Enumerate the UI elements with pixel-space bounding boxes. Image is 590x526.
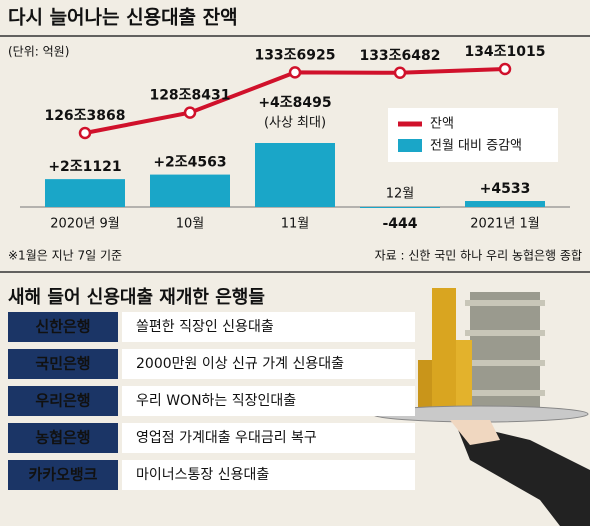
bank-name: 농협은행 [35, 429, 90, 447]
line-marker [288, 66, 302, 79]
money-stripe [465, 360, 545, 366]
legend-box [388, 108, 558, 162]
bar-value-label: +4533 [480, 181, 531, 197]
line-marker [78, 126, 92, 140]
chart-subtitle: (단위: 억원) [8, 45, 69, 59]
loan-desc: 우리 WON하는 직장인대출 [136, 393, 296, 409]
x-tick-label: 2020년 9월 [50, 217, 119, 232]
table-title: 새해 들어 신용대출 재개한 은행들 [8, 287, 265, 308]
money-stripe [465, 300, 545, 306]
bank-name: 국민은행 [35, 355, 90, 373]
arm [455, 422, 590, 526]
x-tick-label: 2021년 1월 [470, 217, 539, 232]
bar [360, 207, 440, 208]
desc-cell [122, 312, 415, 342]
bar-value-label: +2조4563 [153, 155, 226, 171]
desc-cell [122, 423, 415, 453]
source: 자료 : 신한 국민 하나 우리 농협은행 종합 [375, 248, 582, 263]
bar [45, 179, 125, 207]
line-value-label: 133조6482 [359, 48, 440, 64]
x-tick-label: 10월 [176, 217, 205, 232]
bank-name: 우리은행 [35, 392, 90, 410]
line-value-label: 128조8431 [149, 88, 230, 104]
bar-value-label: +2조1121 [48, 159, 121, 175]
coin-stack [456, 340, 472, 412]
coin-stack [418, 360, 432, 412]
line-marker [393, 66, 407, 80]
money-stripe [465, 330, 545, 336]
loan-desc: 마이너스통장 신용대출 [136, 467, 269, 483]
legend-swatch [398, 139, 422, 152]
bar-value-label: -444 [382, 216, 417, 232]
loan-desc: 영업점 가계대출 우대금리 복구 [136, 430, 317, 446]
money-stripe [465, 390, 545, 396]
hand [450, 420, 500, 445]
line-value-label: 133조6925 [254, 47, 335, 63]
line-value-label: 126조3868 [44, 108, 125, 124]
desc-cell [122, 349, 415, 379]
bank-cell [8, 312, 118, 342]
x-tick-label: 12월 [386, 187, 415, 202]
bank-cell [8, 423, 118, 453]
desc-cell [122, 386, 415, 416]
bar [255, 143, 335, 207]
bar-value-label: +4조8495 [258, 95, 331, 111]
bank-name: 카카오뱅크 [28, 466, 97, 484]
loan-desc: 2000만원 이상 신규 가계 신용대출 [136, 356, 344, 372]
coin-stack [432, 288, 456, 412]
bar [150, 174, 230, 207]
desc-cell [122, 460, 415, 490]
chart-title: 다시 늘어나는 신용대출 잔액 [8, 7, 238, 29]
note: ※1월은 지난 7일 기준 [8, 249, 122, 263]
bank-name: 신한은행 [35, 318, 90, 336]
bank-cell [8, 386, 118, 416]
bar [465, 201, 545, 207]
bank-cell [8, 460, 118, 490]
annotation: (사상 최대) [264, 116, 326, 131]
illustration [371, 288, 590, 526]
legend-label: 잔액 [430, 117, 454, 132]
line-marker [183, 106, 197, 119]
bank-cell [8, 349, 118, 379]
line-value-label: 134조1015 [464, 44, 545, 60]
line-marker [498, 62, 512, 76]
x-tick-label: 11월 [281, 217, 310, 232]
legend-label: 전월 대비 증감액 [430, 139, 522, 154]
loan-desc: 쏠편한 직장인 신용대출 [136, 319, 274, 335]
